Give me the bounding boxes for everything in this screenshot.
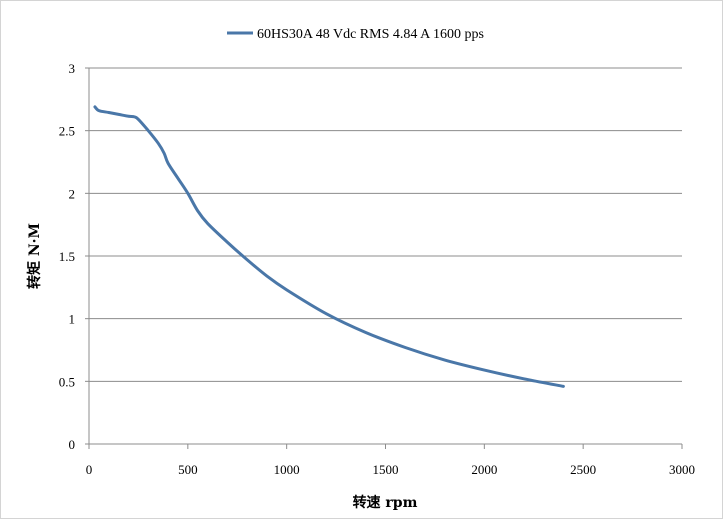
legend-label: 60HS30A 48 Vdc RMS 4.84 A 1600 pps [257, 27, 484, 42]
legend: 60HS30A 48 Vdc RMS 4.84 A 1600 pps [227, 27, 484, 42]
y-tick-label: 2.5 [59, 124, 75, 139]
axes [85, 67, 683, 449]
x-tick-label: 2000 [471, 462, 497, 477]
x-tick-labels: 0 500 1000 1500 2000 2500 3000 [86, 462, 695, 477]
y-axis-title: 转矩 N·M [26, 223, 43, 289]
y-tick-label: 0 [69, 437, 76, 452]
x-tick-label: 3000 [669, 462, 695, 477]
y-tick-label: 0.5 [59, 374, 75, 389]
x-tick-label: 1000 [274, 462, 300, 477]
x-tick-label: 0 [86, 462, 93, 477]
y-tick-label: 1 [69, 312, 76, 327]
y-tick-labels: 0 0.5 1 1.5 2 2.5 3 [59, 61, 75, 452]
gridlines [89, 67, 682, 382]
series-layer [93, 105, 565, 388]
y-tick-label: 3 [69, 61, 76, 76]
series-line [93, 105, 565, 388]
y-tick-label: 1.5 [59, 249, 75, 264]
x-axis-title: 转速 rpm [353, 494, 418, 511]
y-tick-label: 2 [69, 186, 76, 201]
x-tick-label: 2500 [570, 462, 596, 477]
x-tick-label: 1500 [373, 462, 399, 477]
x-tick-label: 500 [178, 462, 198, 477]
